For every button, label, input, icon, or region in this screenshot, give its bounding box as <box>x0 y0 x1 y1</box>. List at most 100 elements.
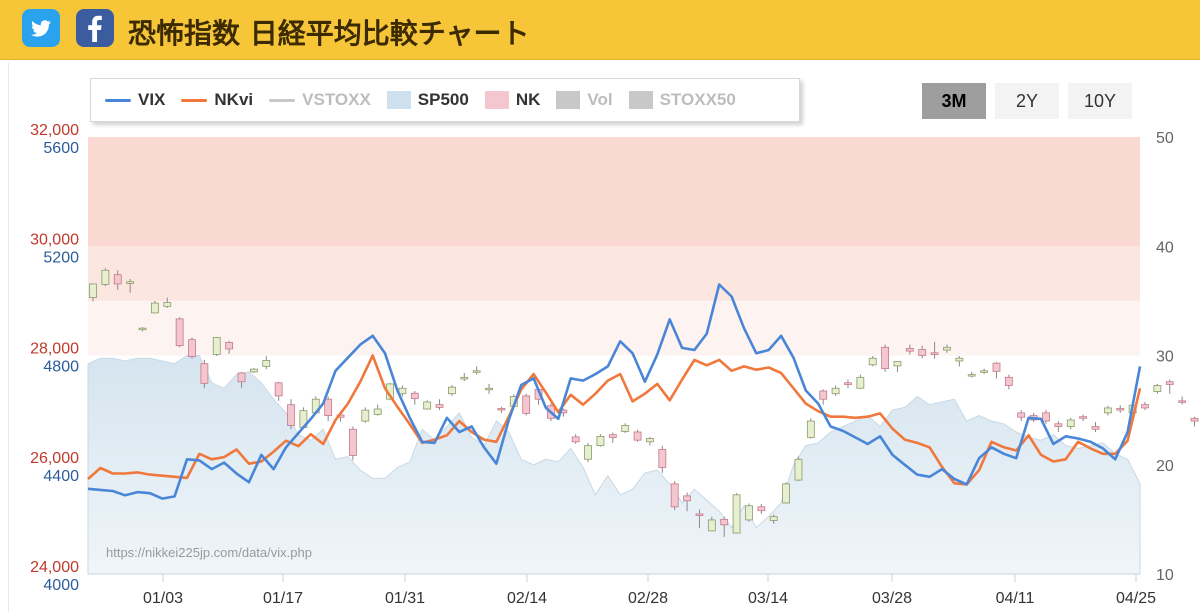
x-tick-label: 04/11 <box>996 590 1035 607</box>
legend-label: NKvi <box>214 90 254 109</box>
legend-item-sp500[interactable]: SP500 <box>386 90 469 110</box>
nk-candle <box>237 372 246 383</box>
legend-label: SP500 <box>417 90 469 109</box>
nk-candle <box>126 281 135 284</box>
legend-swatch <box>269 98 296 102</box>
volatility-band-0 <box>88 300 1140 356</box>
nk-candle <box>844 382 852 385</box>
nk-candle <box>435 404 444 408</box>
x-tick-label: 02/14 <box>507 590 547 607</box>
x-tick-label: 01/31 <box>385 590 425 607</box>
range-2y-button[interactable]: 2Y <box>995 83 1059 119</box>
nk-candle <box>819 390 828 400</box>
nk-candle <box>955 357 964 362</box>
legend-item-stoxx50[interactable]: STOXX50 <box>628 90 736 110</box>
legend-label: STOXX50 <box>659 90 736 109</box>
nk-candle <box>324 398 333 416</box>
nk-candle <box>1116 408 1125 411</box>
nk-candle <box>720 518 729 526</box>
nk-candle <box>138 327 147 331</box>
legend-swatch <box>556 91 581 109</box>
nk-candle <box>423 401 432 410</box>
chart-legend: VIX NKvi VSTOXX SP500 NK Vol STOXX50 <box>90 78 800 122</box>
nk-candle <box>893 361 902 367</box>
nk-candle <box>472 370 481 373</box>
range-10y-button[interactable]: 10Y <box>1068 83 1132 119</box>
nk-axis-label: 28,000 <box>30 341 79 358</box>
twitter-share-button[interactable] <box>22 9 60 47</box>
nk-candle <box>1178 400 1187 403</box>
nk-candle <box>1079 416 1088 419</box>
legend-label: VIX <box>138 90 166 109</box>
legend-swatch <box>105 98 131 102</box>
volatility-axis-label: 40 <box>1156 239 1174 256</box>
nk-candle <box>1103 407 1112 414</box>
nk-candle <box>596 435 605 447</box>
nk-candle <box>782 483 790 504</box>
nk-candle <box>163 302 172 307</box>
nk-candle <box>485 387 493 391</box>
nk-candle <box>670 483 679 508</box>
vix-line <box>87 283 1142 500</box>
legend-item-vix[interactable]: VIX <box>105 90 165 110</box>
volatility-band-1 <box>88 246 1140 301</box>
nk-candle <box>410 392 419 400</box>
nk-candle <box>101 269 110 285</box>
legend-item-vstoxx[interactable]: VSTOXX <box>269 90 371 110</box>
nk-candle <box>225 341 234 350</box>
volatility-band-2 <box>88 137 1140 247</box>
nk-candle <box>373 408 382 415</box>
nk-candle <box>89 283 97 298</box>
nk-candle <box>522 395 531 414</box>
legend-item-nkvi[interactable]: NKvi <box>181 90 253 110</box>
legend-item-nk[interactable]: NK <box>484 90 540 110</box>
nk-candle <box>745 505 753 521</box>
legend-item-vol[interactable]: Vol <box>556 90 613 110</box>
nk-candle <box>806 420 815 438</box>
volatility-axis-label: 50 <box>1156 130 1174 147</box>
nk-candle <box>646 438 654 443</box>
nk-candle <box>1066 419 1075 427</box>
x-tick-label: 04/25 <box>1116 590 1156 607</box>
nk-candle <box>1004 376 1013 386</box>
nk-candle <box>881 346 889 370</box>
nk-candle <box>113 274 122 285</box>
legend-label: Vol <box>587 90 613 109</box>
x-tick-label: 03/28 <box>872 590 912 607</box>
nk-axis-label: 24,000 <box>30 559 79 576</box>
nk-candle <box>757 506 766 512</box>
nk-candle <box>992 362 1001 372</box>
nk-candle <box>349 428 357 456</box>
legend-swatch <box>181 98 208 102</box>
nk-candle <box>918 349 927 356</box>
legend-swatch <box>484 91 509 109</box>
legend-swatch <box>386 91 411 109</box>
nk-candle <box>905 347 914 352</box>
nk-candle <box>695 513 704 516</box>
nk-candle <box>794 458 803 481</box>
nk-candle <box>448 386 456 395</box>
range-3m-button[interactable]: 3M <box>922 83 986 119</box>
nk-candle <box>497 408 506 411</box>
nk-candle <box>831 387 840 395</box>
nk-candle <box>287 404 295 426</box>
twitter-icon <box>31 20 51 37</box>
nk-candle <box>943 346 951 351</box>
facebook-icon <box>88 15 102 42</box>
nk-candle <box>1165 381 1174 385</box>
nk-candle <box>930 352 939 355</box>
nk-candle <box>707 519 716 532</box>
nk-candle <box>658 449 667 468</box>
nk-candle <box>175 318 184 347</box>
sp500-axis-label: 4000 <box>43 577 79 594</box>
nk-candle <box>621 425 630 432</box>
volatility-axis-label: 10 <box>1156 567 1174 584</box>
nk-axis-label: 26,000 <box>30 450 79 467</box>
facebook-share-button[interactable] <box>76 9 114 47</box>
nk-candle <box>249 368 258 373</box>
nk-candle <box>1153 385 1162 392</box>
volatility-axis-label: 20 <box>1156 458 1174 475</box>
nk-candle <box>868 357 877 366</box>
legend-label: VSTOXX <box>302 90 371 109</box>
